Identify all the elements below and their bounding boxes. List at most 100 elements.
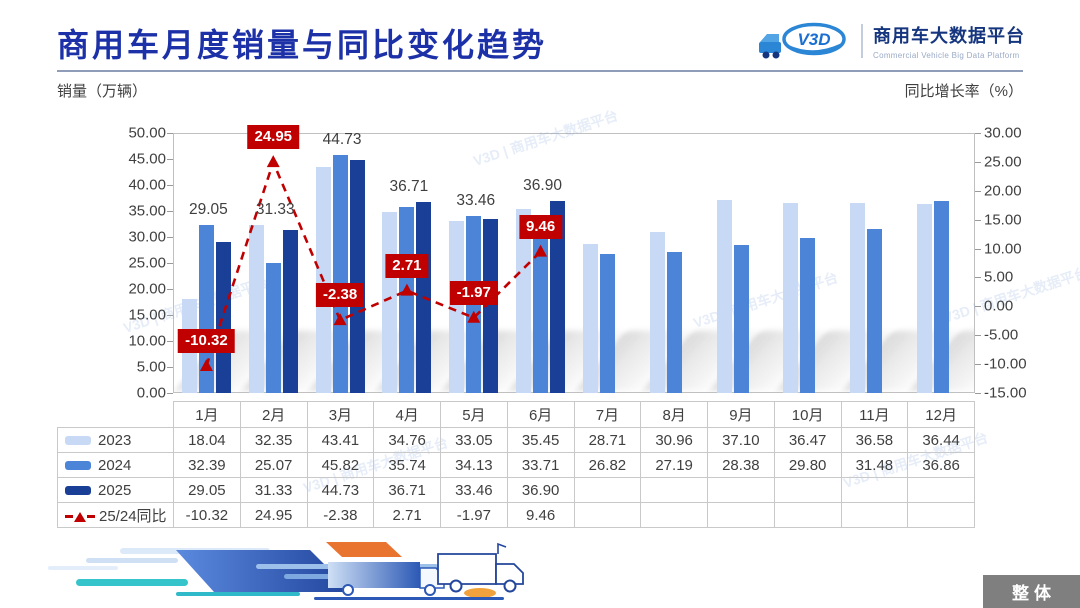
value-cell (773, 502, 842, 528)
legend-label: 25/24同比 (99, 507, 167, 525)
month-header: 2月 (239, 401, 308, 428)
value-cell: 35.74 (373, 452, 441, 478)
y-axis-tickmark (167, 367, 173, 368)
value-cell: 24.95 (239, 502, 308, 528)
value-cell: 45.82 (306, 452, 375, 478)
bar-2024-1月 (198, 224, 214, 393)
bar-2025-1月 (215, 241, 231, 393)
value-cell: 36.58 (840, 427, 909, 453)
value-cell: -10.32 (173, 502, 241, 528)
truck-speed-illustration (48, 542, 524, 600)
value-cell: 36.86 (907, 452, 975, 478)
y2-axis-tickmark (975, 219, 981, 221)
value-cell: -2.38 (306, 502, 375, 528)
value-cell (640, 502, 708, 528)
value-cell: 33.71 (506, 452, 575, 478)
value-cell: 32.39 (173, 452, 241, 478)
y-axis-tickmark (167, 315, 173, 316)
bar-2023-2月 (248, 224, 264, 393)
month-header: 5月 (440, 401, 508, 428)
bar-shadow (240, 331, 378, 391)
y-axis-tick: 35.00 (128, 202, 166, 220)
value-cell: 18.04 (173, 427, 241, 453)
value-cell: 36.90 (506, 477, 575, 503)
brand-logo: V3D 商用车大数据平台 Commercial Vehicle Big Data… (757, 18, 1025, 64)
value-cell (907, 477, 975, 503)
yoy-line (199, 155, 548, 371)
y2-axis-tick: -15.00 (984, 384, 1027, 402)
value-cell: 28.38 (707, 452, 775, 478)
watermark: V3D | 商用车大数据平台 (941, 264, 1080, 326)
overall-tab[interactable]: 整体 (983, 575, 1080, 608)
y2-axis-tickmark (975, 393, 981, 394)
value-cell (573, 502, 642, 528)
value-cell (840, 477, 909, 503)
value-cell: 29.80 (773, 452, 842, 478)
y2-axis-tick: -10.00 (984, 355, 1027, 373)
value-cell: 35.45 (506, 427, 575, 453)
value-cell: 36.44 (907, 427, 975, 453)
bar-2023-12月 (917, 203, 933, 393)
bar-2025-4月 (416, 202, 432, 393)
y-axis-tick: 20.00 (128, 280, 166, 298)
right-axis-title: 同比增长率（%） (904, 83, 1023, 100)
y2-axis-tick: 5.00 (984, 268, 1014, 286)
bar-shadow (842, 331, 975, 391)
yoy-value-badge: -2.38 (315, 283, 365, 308)
bar-2023-1月 (181, 299, 197, 393)
value-cell: 26.82 (573, 452, 642, 478)
month-header: 9月 (707, 401, 775, 428)
value-cell: 34.76 (373, 427, 441, 453)
y-axis-tickmark (167, 185, 173, 186)
bar-2025-3月 (349, 160, 365, 393)
y2-axis-tick: 10.00 (984, 240, 1022, 258)
bar-shadow (908, 331, 975, 391)
value-cell (840, 502, 909, 528)
month-header: 8月 (640, 401, 708, 428)
bar-2023-11月 (850, 202, 866, 393)
yoy-value-badge: 2.71 (385, 253, 429, 278)
bar-2024-8月 (666, 251, 682, 393)
y-axis-tick: 45.00 (128, 150, 166, 168)
value-cell (573, 477, 642, 503)
value-cell (640, 477, 708, 503)
y2-axis-tick: 20.00 (984, 182, 1022, 200)
y-axis-tick: 15.00 (128, 306, 166, 324)
chart-data-table: 1月 2月 3月 4月 5月 6月 7月 8月 9月 10月 11月 12月 2023 18.04 32.3… (57, 401, 975, 528)
y-axis-tick: 25.00 (128, 254, 166, 272)
bar-2024-3月 (332, 154, 348, 393)
page-title: 商用车月度销量与同比变化趋势 (57, 27, 548, 63)
month-header: 6月 (506, 401, 575, 428)
y-axis-tickmark (167, 341, 173, 342)
y2-axis-tickmark (975, 335, 981, 337)
bar-2023-4月 (382, 212, 398, 393)
bar-2025-6月 (550, 201, 566, 393)
value-cell: 33.05 (440, 427, 508, 453)
legend-swatch-2023 (65, 436, 91, 446)
bar-shadow (775, 331, 912, 391)
y-axis-tickmark (167, 159, 173, 160)
y2-axis-tick: 25.00 (984, 153, 1022, 171)
value-cell: 27.19 (640, 452, 708, 478)
bar-shadow (507, 331, 645, 391)
bar-2024-12月 (934, 201, 950, 393)
y-axis-tick: 40.00 (128, 176, 166, 194)
month-header: 1月 (173, 401, 241, 428)
bar-shadow (374, 331, 511, 391)
y-axis-tick: 0.00 (136, 384, 166, 402)
y2-axis-tick: -5.00 (984, 326, 1019, 344)
bar-value-label: 33.46 (456, 191, 496, 209)
bar-value-label: 36.71 (389, 178, 429, 196)
value-cell: 32.35 (239, 427, 308, 453)
legend-swatch-2025 (65, 486, 91, 496)
table-row-25/24同比: 25/24同比 -10.32 24.95 -2.38 2.71 -1.97 9.46 (57, 502, 975, 528)
yoy-marker (266, 155, 280, 168)
bar-shadow (307, 331, 444, 391)
yoy-marker (333, 313, 347, 326)
brand-logo-text: V3D (797, 30, 830, 49)
watermark: V3D | 商用车大数据平台 (471, 107, 620, 169)
y-axis-tickmark (167, 263, 173, 264)
value-cell: 30.96 (640, 427, 708, 453)
y2-axis-tickmark (975, 133, 981, 134)
